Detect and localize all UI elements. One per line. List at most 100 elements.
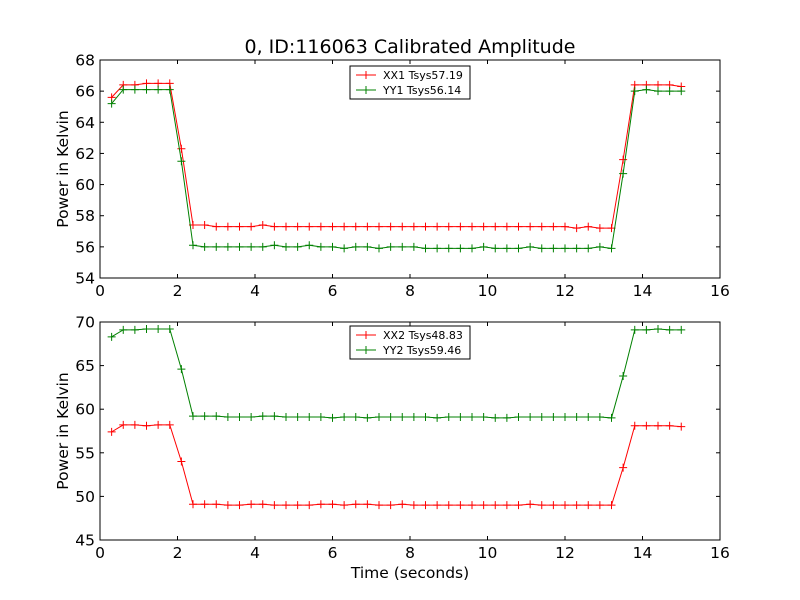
data-point-0-0-17: [305, 222, 314, 231]
data-point-0-0-13: [258, 221, 267, 230]
data-point-0-1-48: [665, 87, 674, 96]
legend-entry: YY1 Tsys56.14: [382, 84, 461, 97]
data-point-1-1-30: [456, 413, 465, 422]
data-point-0-1-24: [386, 242, 395, 251]
data-point-0-0-29: [444, 222, 453, 231]
y-tick-label: 68: [75, 52, 95, 70]
data-point-0-1-13: [258, 242, 267, 251]
data-point-1-1-34: [502, 413, 511, 422]
data-point-0-1-15: [282, 242, 290, 251]
data-point-1-0-26: [409, 501, 418, 510]
y-tick-label: 58: [75, 207, 95, 225]
data-point-0-1-28: [433, 244, 442, 253]
data-point-1-1-49: [677, 325, 686, 334]
data-point-1-1-35: [514, 413, 523, 422]
data-point-1-0-14: [270, 501, 279, 510]
data-point-1-0-1: [119, 420, 128, 429]
x-tick-label: 10: [478, 282, 498, 300]
data-point-0-0-44: [619, 155, 628, 164]
legend-entry: XX2 Tsys48.83: [383, 329, 463, 342]
data-point-1-0-0: [107, 427, 116, 436]
data-point-1-1-24: [386, 413, 395, 422]
data-point-0-1-6: [177, 157, 186, 166]
data-point-1-1-20: [340, 413, 349, 422]
data-point-0-0-23: [375, 222, 383, 231]
legend-swatch-marker: [362, 346, 370, 354]
y-tick-label: 56: [75, 238, 95, 256]
data-point-1-1-1: [119, 325, 128, 334]
data-point-1-1-19: [328, 413, 337, 422]
data-point-0-0-24: [386, 222, 395, 231]
data-point-0-0-19: [328, 222, 337, 231]
legend-box: [349, 65, 471, 100]
data-point-1-1-38: [549, 413, 558, 422]
data-point-0-1-44: [619, 169, 628, 178]
data-point-1-1-32: [479, 413, 488, 422]
data-point-1-0-18: [316, 500, 325, 509]
data-point-0-1-19: [328, 242, 337, 251]
data-point-1-0-6: [177, 457, 186, 466]
legend-swatch-marker: [362, 331, 370, 339]
data-point-1-0-47: [654, 421, 662, 430]
data-point-0-1-2: [130, 85, 139, 94]
data-point-0-0-16: [293, 222, 302, 231]
data-point-1-1-22: [363, 413, 372, 422]
legend-swatch-marker: [362, 71, 370, 79]
data-point-1-1-7: [189, 412, 197, 421]
data-point-0-1-43: [607, 244, 616, 253]
data-point-1-0-19: [328, 500, 337, 509]
data-point-1-1-8: [200, 412, 209, 421]
x-tick-label: 10: [478, 544, 498, 562]
data-point-0-0-11: [235, 222, 244, 231]
data-point-0-1-5: [165, 85, 174, 94]
y-axis-label: Power in Kelvin: [54, 110, 72, 227]
data-point-0-0-26: [409, 222, 418, 231]
data-point-0-1-20: [340, 244, 349, 253]
data-point-0-1-8: [200, 242, 209, 251]
data-point-1-1-2: [130, 325, 139, 334]
data-point-0-0-35: [514, 222, 523, 231]
data-point-0-1-11: [235, 242, 244, 251]
data-point-1-0-44: [619, 463, 628, 472]
data-point-1-0-27: [421, 501, 430, 510]
data-point-1-1-27: [421, 413, 430, 422]
x-tick-label: 8: [405, 282, 415, 300]
data-point-1-0-46: [642, 421, 651, 430]
data-point-1-1-15: [282, 413, 290, 422]
data-point-1-1-21: [351, 413, 360, 422]
data-point-1-1-46: [642, 325, 651, 334]
data-point-1-0-28: [433, 501, 442, 510]
data-point-1-1-47: [654, 324, 662, 333]
data-point-1-0-3: [142, 421, 151, 430]
data-point-1-1-29: [444, 413, 453, 422]
data-point-1-0-35: [514, 501, 523, 510]
data-point-1-1-0: [107, 332, 116, 341]
data-point-1-1-14: [270, 412, 279, 421]
data-point-0-0-37: [537, 222, 546, 231]
data-point-0-0-18: [316, 222, 325, 231]
data-point-1-0-9: [212, 500, 221, 509]
data-point-0-1-33: [491, 244, 500, 253]
data-point-0-1-37: [537, 244, 546, 253]
data-point-1-0-39: [561, 501, 569, 510]
data-point-1-1-13: [258, 412, 267, 421]
data-point-1-0-4: [154, 420, 163, 429]
y-tick-label: 60: [75, 176, 95, 194]
x-tick-label: 0: [95, 544, 105, 562]
data-point-0-1-40: [572, 244, 581, 253]
data-point-0-0-34: [502, 222, 511, 231]
y-tick-label: 70: [75, 314, 95, 332]
x-tick-label: 12: [555, 544, 575, 562]
data-point-1-1-11: [235, 413, 244, 422]
y-tick-label: 55: [75, 444, 95, 462]
data-point-0-1-7: [189, 241, 197, 250]
data-point-0-0-15: [282, 222, 290, 231]
data-point-0-1-32: [479, 242, 488, 251]
data-point-1-0-15: [282, 501, 290, 510]
x-tick-label: 4: [250, 282, 260, 300]
data-point-1-0-49: [677, 422, 686, 431]
data-point-0-0-33: [491, 222, 500, 231]
